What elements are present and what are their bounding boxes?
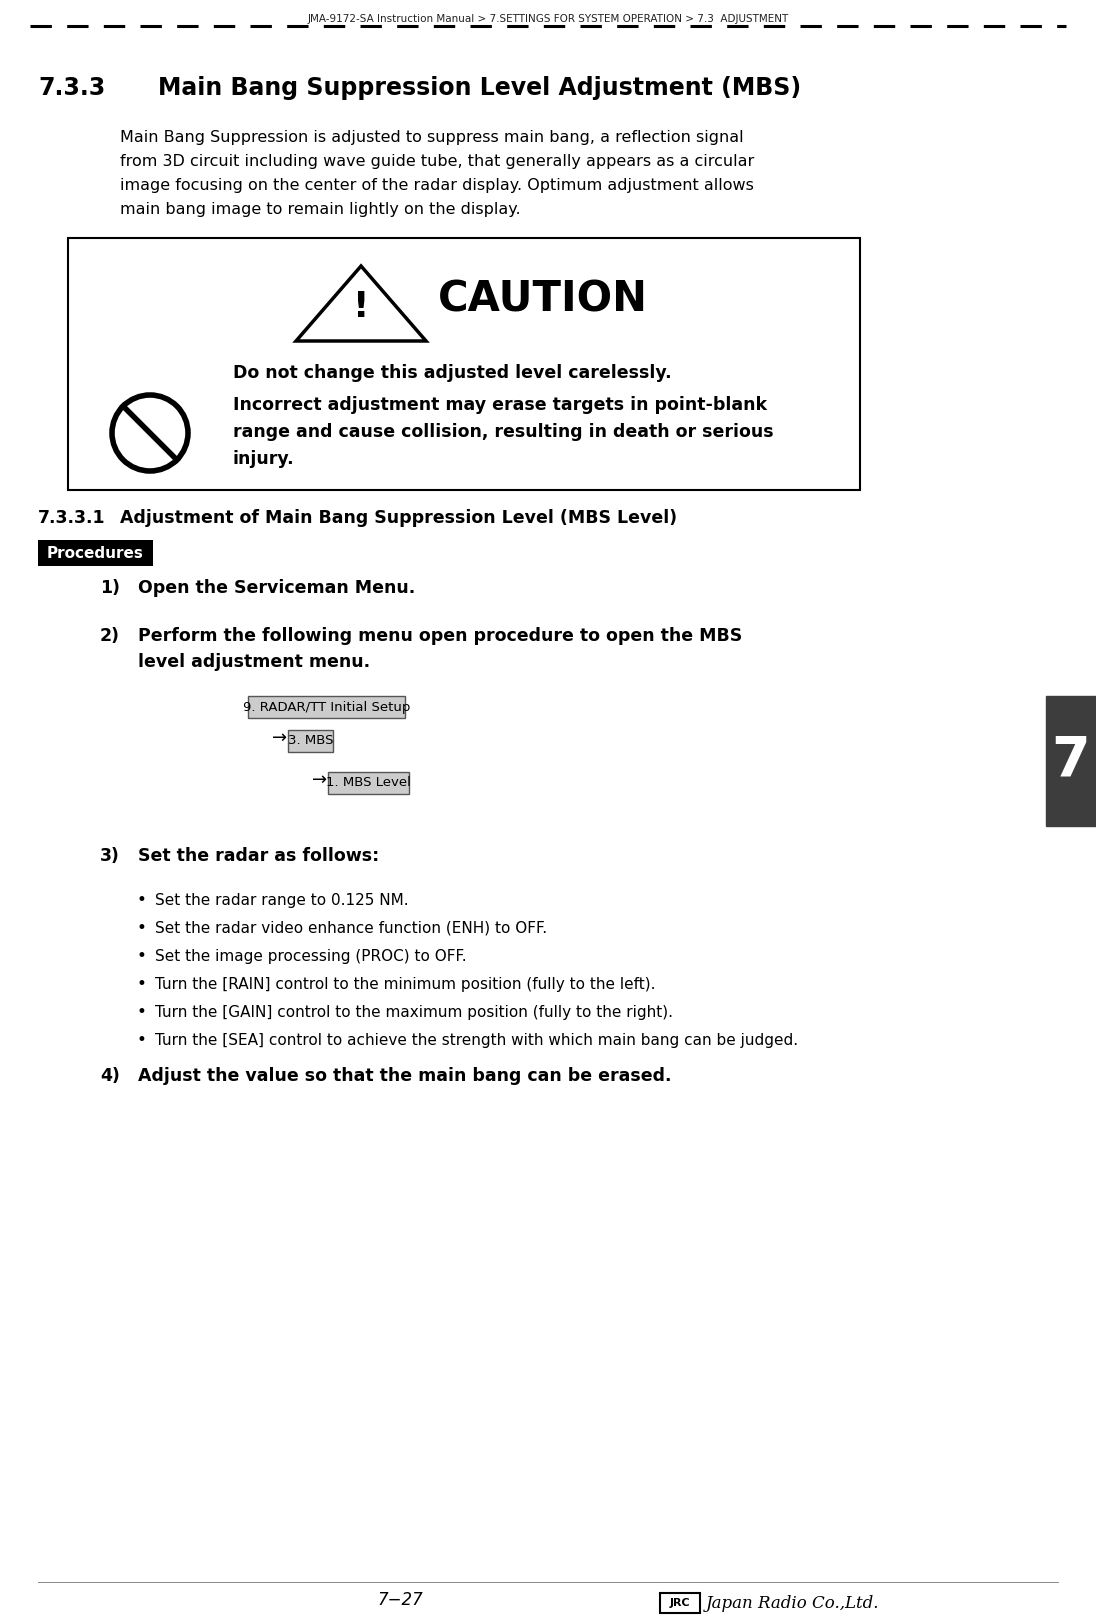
Text: 2): 2) — [100, 627, 119, 645]
Text: •: • — [136, 975, 146, 993]
Text: !: ! — [353, 290, 369, 324]
Text: JRC: JRC — [670, 1597, 690, 1609]
Text: 7: 7 — [1052, 734, 1091, 787]
Text: Main Bang Suppression Level Adjustment (MBS): Main Bang Suppression Level Adjustment (… — [158, 76, 801, 100]
Bar — [288, 731, 333, 752]
Text: 9. RADAR/TT Initial Setup: 9. RADAR/TT Initial Setup — [243, 700, 410, 713]
Text: Perform the following menu open procedure to open the MBS: Perform the following menu open procedur… — [138, 627, 742, 645]
Text: Do not change this adjusted level carelessly.: Do not change this adjusted level carele… — [233, 364, 672, 382]
Text: Incorrect adjustment may erase targets in point-blank: Incorrect adjustment may erase targets i… — [233, 395, 767, 415]
Text: •: • — [136, 1030, 146, 1050]
Text: image focusing on the center of the radar display. Optimum adjustment allows: image focusing on the center of the rada… — [119, 178, 754, 193]
Text: injury.: injury. — [233, 450, 295, 468]
Text: main bang image to remain lightly on the display.: main bang image to remain lightly on the… — [119, 202, 521, 217]
Text: •: • — [136, 948, 146, 966]
Text: from 3D circuit including wave guide tube, that generally appears as a circular: from 3D circuit including wave guide tub… — [119, 154, 754, 168]
Text: 3. MBS: 3. MBS — [288, 734, 333, 747]
Text: Main Bang Suppression is adjusted to suppress main bang, a reflection signal: Main Bang Suppression is adjusted to sup… — [119, 130, 743, 146]
Text: Open the Serviceman Menu.: Open the Serviceman Menu. — [138, 578, 415, 598]
Bar — [68, 238, 860, 489]
Text: →: → — [273, 729, 287, 747]
Text: 7.3.3.1: 7.3.3.1 — [38, 509, 105, 526]
Text: Adjust the value so that the main bang can be erased.: Adjust the value so that the main bang c… — [138, 1068, 672, 1085]
Text: Set the radar as follows:: Set the radar as follows: — [138, 847, 379, 865]
Bar — [38, 539, 153, 565]
Text: Adjustment of Main Bang Suppression Level (MBS Level): Adjustment of Main Bang Suppression Leve… — [119, 509, 677, 526]
Text: →: → — [312, 771, 328, 789]
Text: 1. MBS Level: 1. MBS Level — [326, 776, 411, 789]
Bar — [660, 1592, 700, 1614]
Text: •: • — [136, 919, 146, 936]
Text: Set the radar video enhance function (ENH) to OFF.: Set the radar video enhance function (EN… — [155, 920, 547, 935]
Text: Turn the [SEA] control to achieve the strength with which main bang can be judge: Turn the [SEA] control to achieve the st… — [155, 1032, 798, 1048]
Text: •: • — [136, 1003, 146, 1021]
Text: 1): 1) — [100, 578, 119, 598]
Text: 7.3.3: 7.3.3 — [38, 76, 105, 100]
Text: •: • — [136, 891, 146, 909]
Text: JMA-9172-SA Instruction Manual > 7.SETTINGS FOR SYSTEM OPERATION > 7.3  ADJUSTME: JMA-9172-SA Instruction Manual > 7.SETTI… — [307, 15, 789, 24]
Bar — [328, 773, 409, 794]
Text: 4): 4) — [100, 1068, 119, 1085]
Text: Turn the [RAIN] control to the minimum position (fully to the left).: Turn the [RAIN] control to the minimum p… — [155, 977, 655, 991]
Text: Turn the [GAIN] control to the maximum position (fully to the right).: Turn the [GAIN] control to the maximum p… — [155, 1004, 673, 1019]
Text: CAUTION: CAUTION — [438, 279, 648, 321]
Text: Set the image processing (PROC) to OFF.: Set the image processing (PROC) to OFF. — [155, 948, 467, 964]
Bar — [248, 697, 406, 718]
Text: range and cause collision, resulting in death or serious: range and cause collision, resulting in … — [233, 423, 774, 441]
Text: Set the radar range to 0.125 NM.: Set the radar range to 0.125 NM. — [155, 893, 409, 907]
Bar — [1046, 697, 1096, 826]
Text: 3): 3) — [100, 847, 119, 865]
Text: Japan Radio Co.,Ltd.: Japan Radio Co.,Ltd. — [706, 1594, 879, 1612]
Text: Procedures: Procedures — [47, 546, 144, 561]
Text: level adjustment menu.: level adjustment menu. — [138, 653, 370, 671]
Text: 7−27: 7−27 — [377, 1591, 423, 1609]
